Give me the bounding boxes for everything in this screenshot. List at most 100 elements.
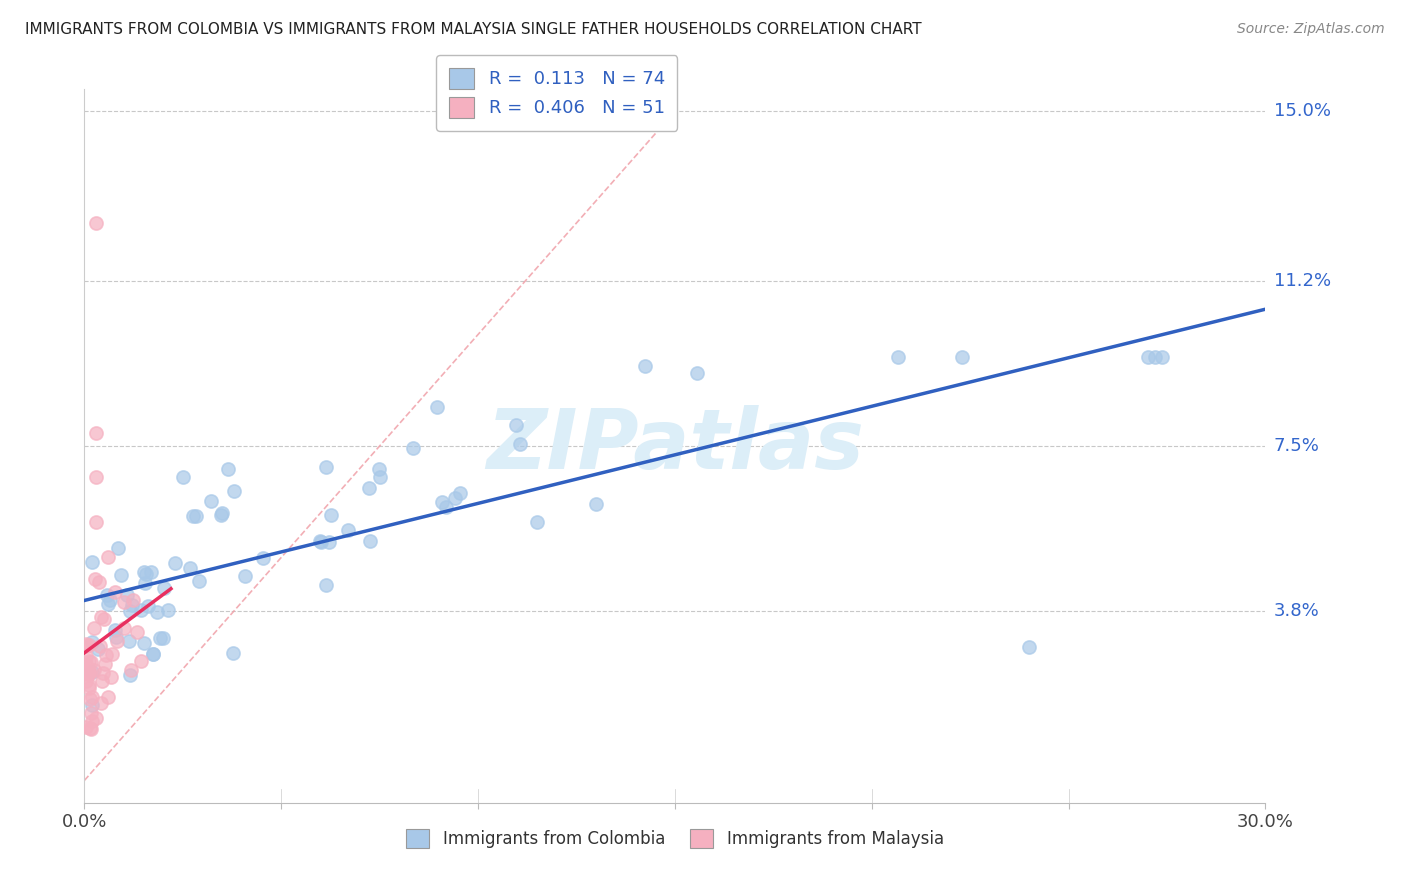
Point (75, 649, 97, 664)
Point (89, 640, 111, 654)
Point (75, 637, 97, 651)
Point (77, 655, 100, 669)
Point (686, 366, 709, 380)
Point (509, 437, 531, 451)
Point (82, 635, 104, 649)
Point (89, 575, 111, 590)
Point (80, 722, 103, 736)
Point (115, 588, 138, 602)
Point (132, 565, 155, 579)
Point (211, 506, 233, 520)
Point (526, 515, 548, 529)
Text: 11.2%: 11.2% (1274, 272, 1331, 290)
Point (432, 495, 454, 509)
Point (120, 663, 142, 677)
Point (318, 534, 340, 549)
Point (135, 566, 157, 581)
Point (1150, 350, 1173, 364)
Point (80, 714, 103, 728)
Point (98, 592, 121, 607)
Point (149, 631, 172, 645)
Point (136, 599, 159, 614)
Point (434, 500, 457, 514)
Point (200, 494, 222, 508)
Point (449, 485, 471, 500)
Point (309, 534, 332, 549)
Point (359, 534, 381, 549)
Point (79, 678, 101, 692)
Point (233, 569, 256, 583)
Point (80, 655, 103, 669)
Point (97, 690, 120, 704)
Point (315, 459, 337, 474)
Point (112, 621, 135, 635)
Point (129, 603, 152, 617)
Point (77, 667, 100, 681)
Point (1018, 640, 1040, 654)
Point (426, 400, 449, 414)
Point (110, 568, 132, 582)
Point (82, 698, 104, 712)
Point (122, 593, 145, 607)
Point (96, 588, 118, 602)
Point (1136, 350, 1159, 364)
Point (120, 604, 142, 618)
Point (444, 491, 467, 506)
Point (79, 722, 101, 736)
Point (75, 720, 97, 734)
Point (163, 556, 186, 570)
Point (222, 646, 245, 660)
Point (139, 565, 162, 579)
Point (1144, 350, 1167, 364)
Point (224, 484, 246, 499)
Point (77, 638, 100, 652)
Point (97, 598, 120, 612)
Text: 15.0%: 15.0% (1274, 103, 1330, 120)
Point (77, 681, 100, 695)
Point (181, 509, 204, 524)
Point (75, 658, 97, 673)
Point (118, 667, 141, 681)
Point (505, 417, 527, 432)
Point (132, 636, 155, 650)
Point (87, 642, 110, 657)
Point (319, 508, 342, 522)
Point (82, 665, 104, 680)
Point (368, 470, 391, 484)
Point (152, 582, 174, 596)
Point (186, 509, 208, 524)
Point (217, 462, 239, 476)
Point (118, 633, 141, 648)
Text: 7.5%: 7.5% (1274, 437, 1320, 455)
Point (100, 670, 122, 684)
Point (134, 575, 156, 590)
Text: IMMIGRANTS FROM COLOMBIA VS IMMIGRANTS FROM MALAYSIA SINGLE FATHER HOUSEHOLDS CO: IMMIGRANTS FROM COLOMBIA VS IMMIGRANTS F… (25, 22, 922, 37)
Point (252, 551, 274, 566)
Point (112, 595, 135, 609)
Point (634, 359, 657, 373)
Point (83, 622, 105, 636)
Point (91, 665, 114, 680)
Point (209, 508, 232, 523)
Point (172, 470, 194, 484)
Point (82, 554, 104, 568)
Point (368, 461, 391, 475)
Point (83, 663, 105, 677)
Point (315, 578, 337, 592)
Point (107, 541, 129, 556)
Point (105, 633, 128, 648)
Point (100, 647, 122, 661)
Point (75, 664, 97, 678)
Point (84, 425, 107, 440)
Point (585, 497, 607, 511)
Point (97, 549, 120, 564)
Point (89, 696, 111, 710)
Point (84, 515, 107, 529)
Text: 3.8%: 3.8% (1274, 602, 1319, 620)
Point (104, 623, 127, 637)
Point (77, 664, 100, 678)
Point (75, 665, 97, 680)
Point (157, 603, 180, 617)
Point (188, 574, 211, 588)
Point (152, 631, 174, 645)
